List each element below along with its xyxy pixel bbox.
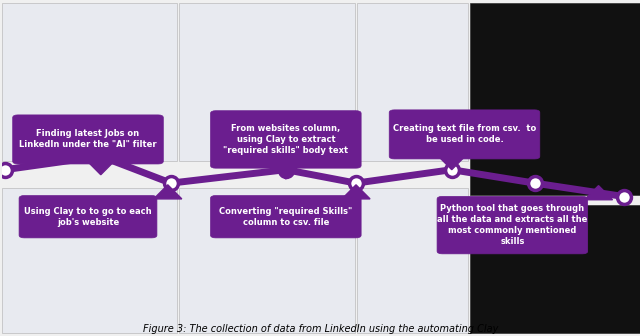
Text: Creating text file from csv.  to
be used in code.: Creating text file from csv. to be used … — [393, 124, 536, 144]
Polygon shape — [154, 185, 182, 199]
Text: Using Clay to to go to each
job's website: Using Clay to to go to each job's websit… — [24, 207, 152, 227]
Text: Finding latest Jobs on
LinkedIn under the "AI" filter: Finding latest Jobs on LinkedIn under th… — [19, 129, 157, 150]
FancyBboxPatch shape — [211, 196, 361, 238]
FancyBboxPatch shape — [437, 196, 588, 254]
Polygon shape — [584, 185, 612, 200]
FancyBboxPatch shape — [179, 3, 355, 161]
FancyBboxPatch shape — [356, 188, 468, 333]
FancyBboxPatch shape — [470, 3, 640, 195]
FancyBboxPatch shape — [356, 3, 468, 161]
FancyBboxPatch shape — [211, 111, 361, 168]
Polygon shape — [438, 156, 466, 170]
FancyBboxPatch shape — [13, 115, 163, 164]
Polygon shape — [272, 165, 300, 179]
Polygon shape — [87, 161, 115, 175]
Text: Figure 3: The collection of data from LinkedIn using the automating Clay: Figure 3: The collection of data from Li… — [143, 324, 499, 334]
FancyBboxPatch shape — [19, 196, 157, 238]
FancyBboxPatch shape — [389, 110, 540, 159]
FancyBboxPatch shape — [2, 3, 177, 161]
FancyBboxPatch shape — [179, 188, 355, 333]
FancyBboxPatch shape — [2, 188, 177, 333]
Polygon shape — [342, 185, 370, 199]
Text: Python tool that goes through
all the data and extracts all the
most commonly me: Python tool that goes through all the da… — [437, 204, 588, 246]
Text: From websites column,
using Clay to extract
"required skills" body text: From websites column, using Clay to extr… — [223, 124, 348, 155]
Text: Converting "required Skills"
column to csv. file: Converting "required Skills" column to c… — [220, 207, 353, 227]
FancyBboxPatch shape — [470, 205, 640, 333]
